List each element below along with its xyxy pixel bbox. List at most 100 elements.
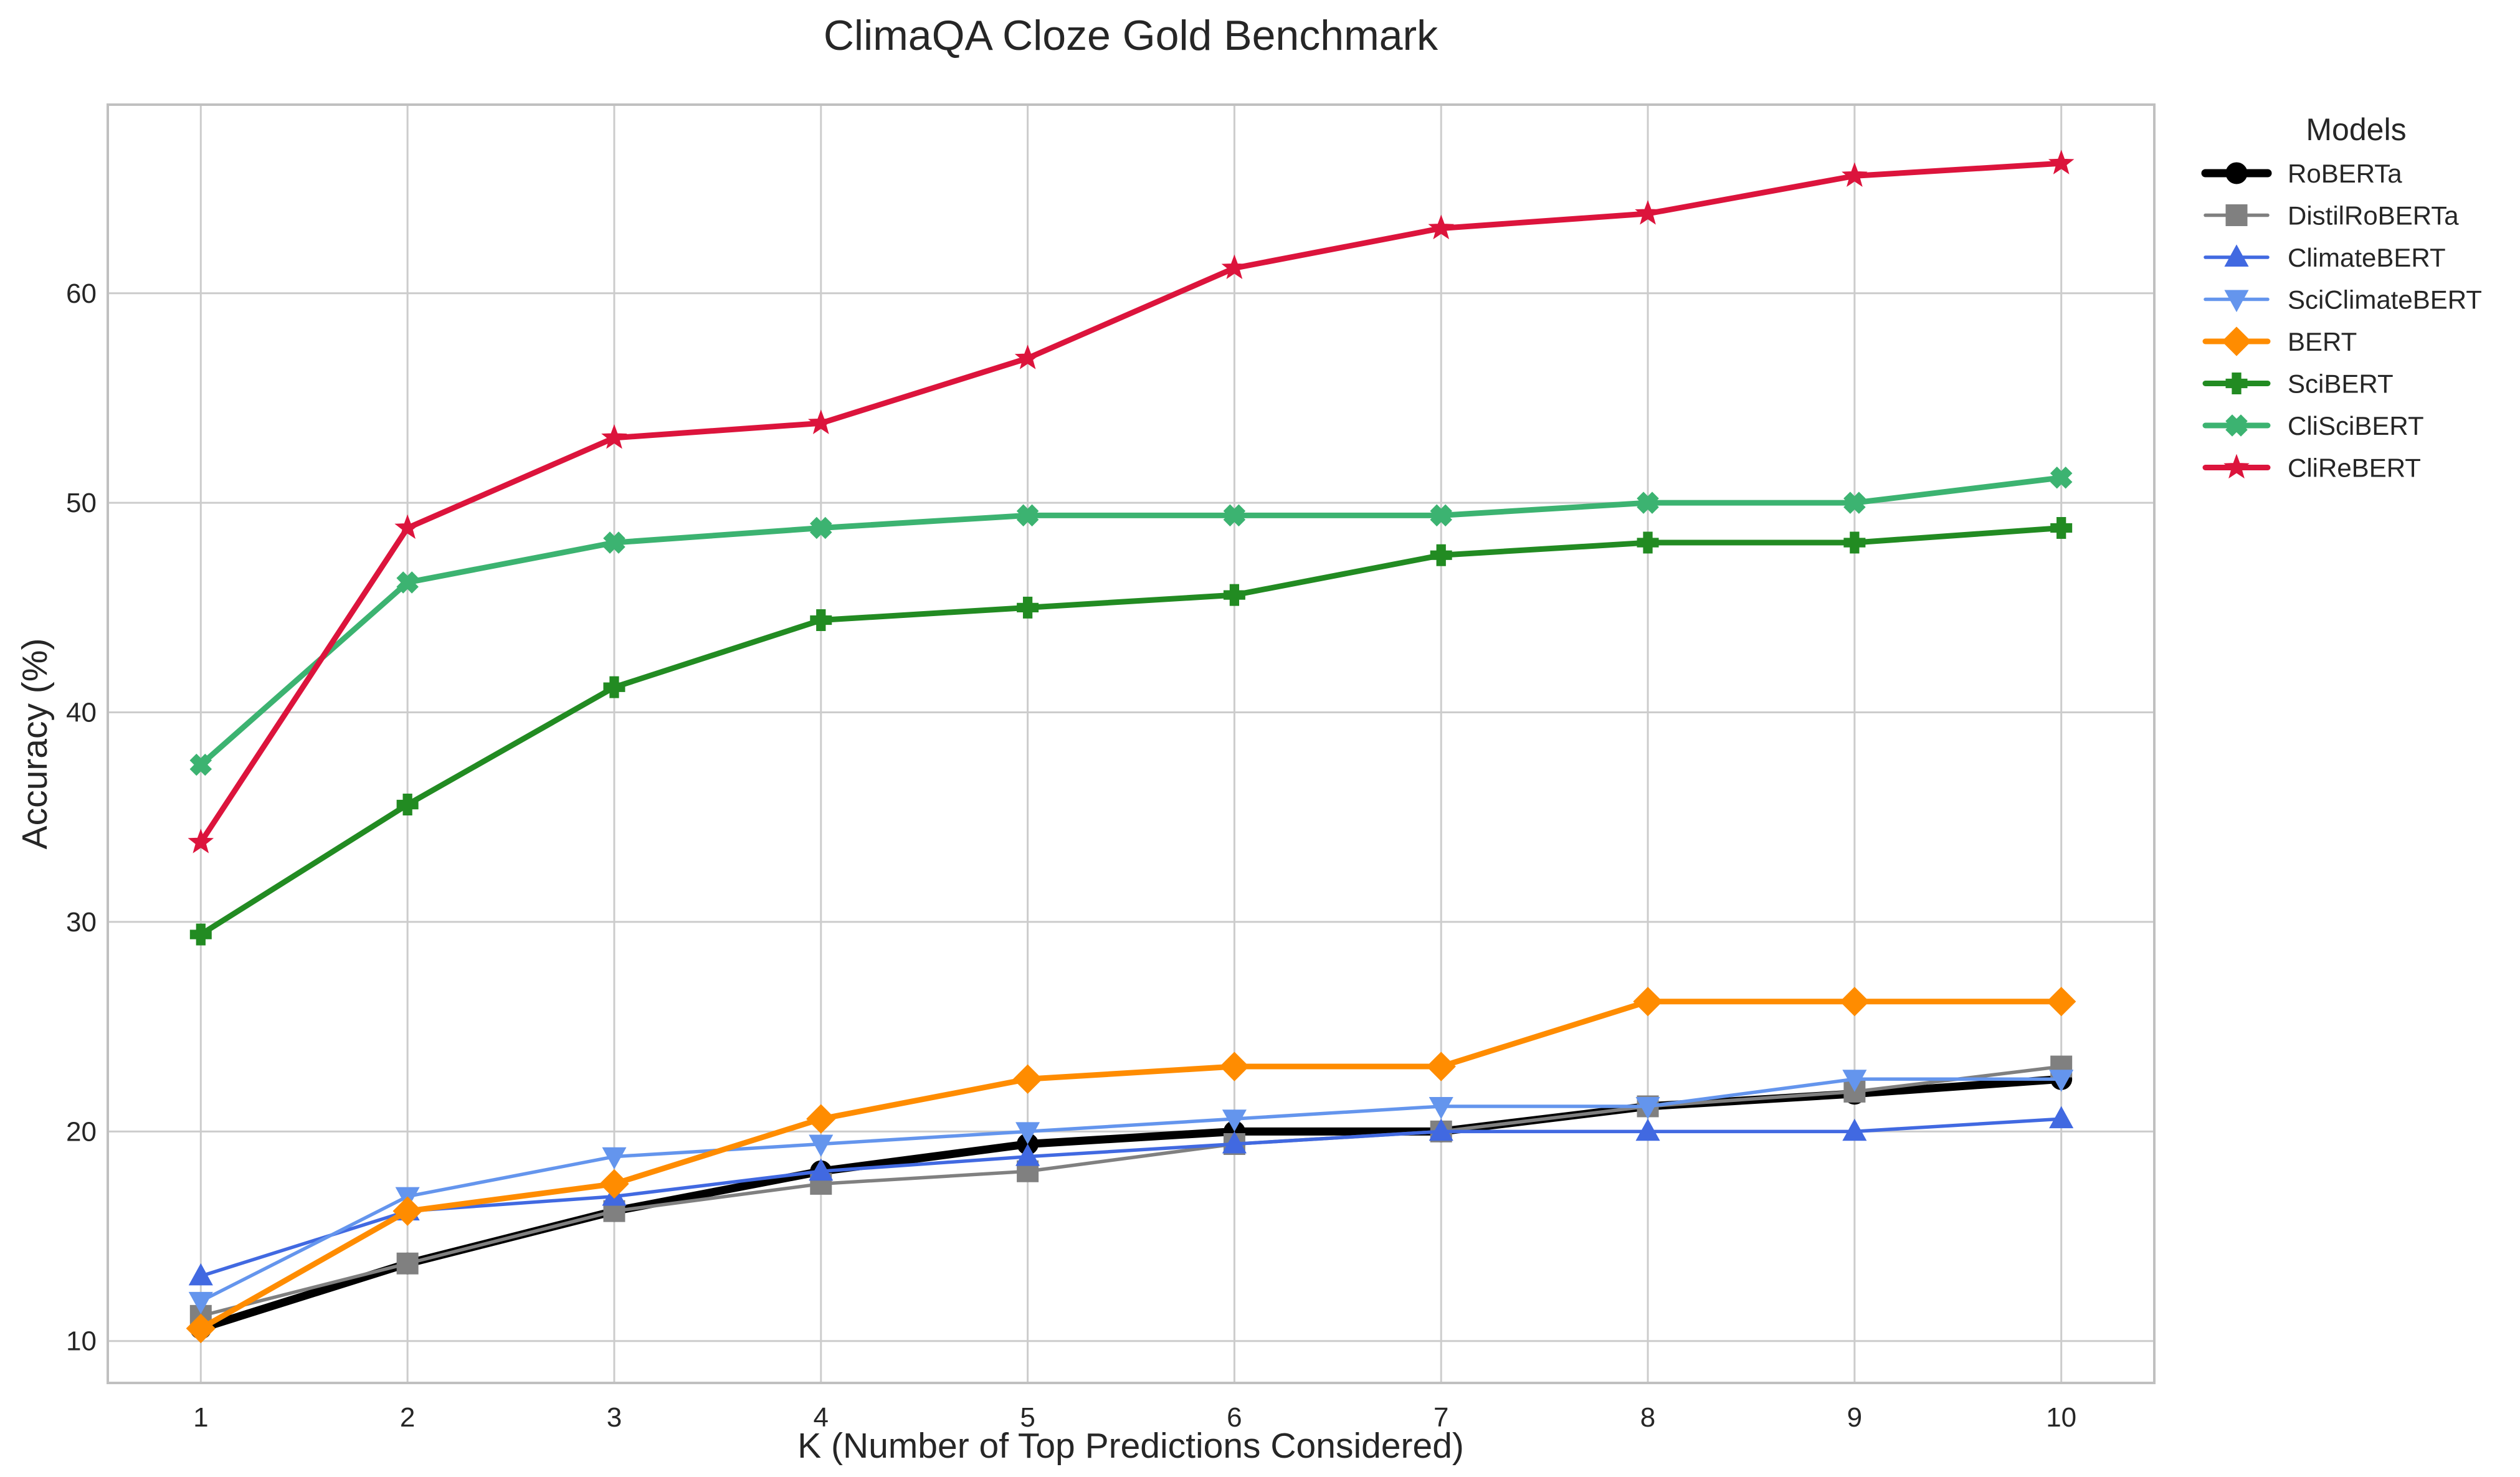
x-tick-label: 9 xyxy=(1847,1402,1862,1433)
legend-label-roberta: RoBERTa xyxy=(2288,159,2402,188)
data-point-cliscibert xyxy=(809,516,832,539)
legend-label-climatebert: ClimateBERT xyxy=(2288,243,2446,272)
data-point-bert xyxy=(392,1196,422,1226)
legend-item-distilroberta: DistilRoBERTa xyxy=(2204,201,2459,230)
data-point-cliscibert xyxy=(1430,504,1453,527)
legend-label-cliscibert: CliSciBERT xyxy=(2288,411,2424,440)
y-tick-label: 60 xyxy=(66,278,97,309)
data-point-climatebert xyxy=(1015,1144,1040,1166)
data-point-bert xyxy=(186,1313,216,1344)
data-point-scibert xyxy=(189,923,212,946)
data-point-bert xyxy=(806,1104,836,1134)
legend-label-clirebert: CliReBERT xyxy=(2288,454,2421,483)
series-line-cliscibert xyxy=(197,475,2065,768)
data-point-cliscibert xyxy=(1637,492,1659,514)
legend-marker-cliscibert xyxy=(2225,414,2248,437)
data-point-climatebert xyxy=(2049,1106,2074,1129)
series-cliscibert xyxy=(189,467,2073,776)
data-point-cliscibert xyxy=(189,753,212,776)
legend-label-sciclimatebert: SciClimateBERT xyxy=(2288,285,2482,315)
data-point-distilroberta xyxy=(396,1252,419,1275)
legend-marker-scibert xyxy=(2225,373,2248,394)
legend-marker-climatebert xyxy=(2224,244,2249,267)
series-line-sciclimatebert xyxy=(199,1077,2063,1303)
data-point-cliscibert xyxy=(2050,467,2073,489)
series-group xyxy=(186,150,2076,1344)
data-point-clirebert xyxy=(1014,344,1041,369)
y-axis-label: Accuracy (%) xyxy=(15,639,55,850)
data-point-sciclimatebert xyxy=(188,1291,213,1314)
legend-label-scibert: SciBERT xyxy=(2288,369,2394,399)
series-line-bert xyxy=(197,999,2065,1332)
y-tick-label: 40 xyxy=(66,698,97,728)
x-tick-label: 7 xyxy=(1434,1402,1448,1433)
data-point-clirebert xyxy=(1428,214,1455,240)
data-point-sciclimatebert xyxy=(2049,1070,2074,1092)
series-sciclimatebert xyxy=(188,1070,2074,1314)
data-point-clirebert xyxy=(807,409,834,434)
data-point-sciclimatebert xyxy=(1429,1097,1453,1119)
legend-item-cliscibert: CliSciBERT xyxy=(2202,411,2424,440)
y-tick-label: 50 xyxy=(66,488,97,518)
x-tick-label: 2 xyxy=(400,1402,415,1433)
series-line-scibert xyxy=(197,525,2065,938)
data-point-climatebert xyxy=(1842,1118,1867,1141)
data-point-bert xyxy=(1012,1064,1043,1094)
y-tick-label: 10 xyxy=(66,1326,97,1357)
x-axis-ticks: 1 2 3 4 5 6 7 8 9 10 xyxy=(193,1402,2076,1433)
data-point-cliscibert xyxy=(1223,504,1246,527)
data-point-cliscibert xyxy=(396,571,419,594)
data-point-sciclimatebert xyxy=(1842,1070,1867,1092)
x-tick-label: 1 xyxy=(193,1402,208,1433)
series-line-clirebert xyxy=(197,160,2065,845)
data-point-scibert xyxy=(603,676,625,698)
data-point-clirebert xyxy=(1635,200,1661,225)
x-tick-label: 3 xyxy=(607,1402,622,1433)
data-point-bert xyxy=(1840,987,1870,1017)
data-point-clirebert xyxy=(601,424,627,449)
legend-marker-sciclimatebert xyxy=(2224,290,2249,313)
data-point-bert xyxy=(1219,1052,1250,1081)
plot-frame xyxy=(107,103,2156,1384)
series-bert xyxy=(186,987,2076,1344)
data-point-sciclimatebert xyxy=(809,1134,834,1157)
data-point-sciclimatebert xyxy=(1635,1097,1660,1119)
data-point-scibert xyxy=(1637,531,1659,554)
x-tick-label: 6 xyxy=(1227,1402,1242,1433)
data-point-cliscibert xyxy=(1016,504,1039,527)
legend-label-bert: BERT xyxy=(2288,327,2357,356)
x-tick-label: 5 xyxy=(1020,1402,1035,1433)
data-point-scibert xyxy=(396,794,419,816)
data-point-clirebert xyxy=(1221,254,1248,280)
chart-title: ClimaQA Cloze Gold Benchmark xyxy=(824,12,1438,59)
data-point-climatebert xyxy=(1429,1118,1453,1141)
y-axis-ticks: 10 20 30 40 50 60 xyxy=(66,278,97,1357)
legend-item-climatebert: ClimateBERT xyxy=(2204,243,2446,272)
data-point-clirebert xyxy=(2048,150,2075,174)
y-tick-label: 20 xyxy=(66,1116,97,1147)
data-point-cliscibert xyxy=(1843,492,1866,514)
data-point-bert xyxy=(1633,987,1663,1017)
data-point-cliscibert xyxy=(603,531,625,554)
legend-marker-bert xyxy=(2222,326,2251,356)
data-point-sciclimatebert xyxy=(1015,1122,1040,1144)
legend: Models RoBERTa DistilRoBERTa ClimateBERT Sc… xyxy=(2201,112,2482,483)
y-tick-label: 30 xyxy=(66,907,97,938)
legend-item-roberta: RoBERTa xyxy=(2201,159,2402,188)
legend-item-clirebert: CliReBERT xyxy=(2202,454,2421,483)
data-point-scibert xyxy=(2050,517,2073,539)
legend-marker-clirebert xyxy=(2223,454,2250,479)
legend-title: Models xyxy=(2306,112,2406,147)
legend-marker-distilroberta xyxy=(2225,204,2248,226)
data-point-clirebert xyxy=(394,514,421,539)
x-tick-label: 4 xyxy=(814,1402,829,1433)
legend-item-sciclimatebert: SciClimateBERT xyxy=(2204,285,2482,315)
data-point-bert xyxy=(599,1169,629,1199)
series-clirebert xyxy=(188,150,2075,853)
data-point-scibert xyxy=(1430,544,1452,566)
data-point-scibert xyxy=(1843,531,1866,554)
data-point-scibert xyxy=(1223,584,1245,606)
legend-label-distilroberta: DistilRoBERTa xyxy=(2288,201,2459,230)
